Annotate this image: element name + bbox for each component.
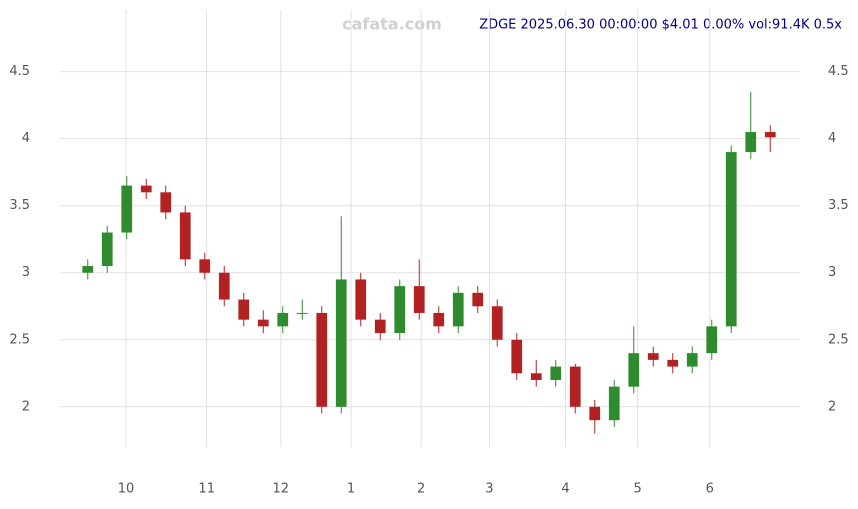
y-tick-label: 4.5 <box>828 64 849 79</box>
candle-body <box>394 286 406 334</box>
x-tick-label: 2 <box>417 482 425 497</box>
chart-title: ZDGE 2025.06.30 00:00:00 $4.01 0.00% vol… <box>479 18 842 33</box>
candle-body <box>472 292 484 307</box>
y-tick-label: 2.5 <box>828 332 849 347</box>
candle-body <box>452 292 464 327</box>
x-tick-label: 5 <box>634 482 642 497</box>
candle-body <box>491 306 503 340</box>
candle-body <box>101 232 113 267</box>
candle-body <box>589 406 601 421</box>
candle-body <box>335 279 347 407</box>
y-tick-label: 4.5 <box>9 64 30 79</box>
candle-body <box>686 353 698 367</box>
y-tick-label: 3.5 <box>828 198 849 213</box>
candle-body <box>121 185 133 233</box>
candle-body <box>413 286 425 313</box>
y-tick-label: 2 <box>828 399 836 414</box>
x-tick-label: 3 <box>485 482 493 497</box>
y-tick-label: 2 <box>22 399 30 414</box>
candle-body <box>433 312 445 327</box>
y-tick-label: 3.5 <box>9 198 30 213</box>
candle-body <box>511 339 523 374</box>
candle-body <box>355 279 367 320</box>
x-tick-label: 6 <box>706 482 714 497</box>
candle-body <box>199 259 211 273</box>
candle-body <box>725 152 737 327</box>
candle-body <box>374 319 386 334</box>
watermark: cafata.com <box>342 15 442 34</box>
x-tick-label: 4 <box>561 482 569 497</box>
candle-body <box>706 326 718 354</box>
x-tick-label: 11 <box>198 482 215 497</box>
candle-body <box>218 272 230 300</box>
candle-body <box>608 386 620 421</box>
candle-body <box>530 373 542 380</box>
candle-body <box>569 366 581 407</box>
candle-body <box>257 319 269 327</box>
candle-body <box>238 299 250 320</box>
candle-body <box>628 353 640 387</box>
y-tick-label: 3 <box>22 265 30 280</box>
candle-body <box>179 212 191 260</box>
y-tick-label: 4 <box>828 131 836 146</box>
candle-body <box>550 366 562 380</box>
candle-body <box>667 359 679 367</box>
x-tick-label: 10 <box>118 482 135 497</box>
y-tick-label: 3 <box>828 265 836 280</box>
candle-body <box>82 266 94 273</box>
candle-body <box>277 312 289 327</box>
candle-body <box>745 131 757 153</box>
y-tick-label: 2.5 <box>9 332 30 347</box>
x-tick-label: 12 <box>273 482 290 497</box>
candle-body <box>160 192 172 213</box>
candle-body <box>764 131 776 138</box>
x-tick-label: 1 <box>347 482 355 497</box>
candle-body <box>316 312 328 407</box>
candle-body <box>296 312 308 314</box>
y-tick-label: 4 <box>22 131 30 146</box>
candle-body <box>140 185 152 193</box>
candle-body <box>647 353 659 360</box>
